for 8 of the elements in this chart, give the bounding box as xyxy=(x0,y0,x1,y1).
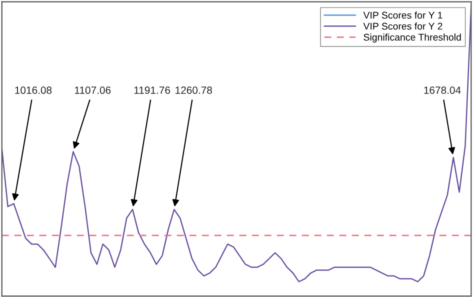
legend-label: Significance Threshold xyxy=(364,34,461,43)
annotation: 1107.06 xyxy=(74,86,111,94)
annotation: 1678.04 xyxy=(424,86,461,94)
annotation: 1191.76 xyxy=(134,86,170,94)
annotation: 1260.78 xyxy=(176,86,212,94)
annotation: 1016.08 xyxy=(15,86,52,94)
legend-label: VIP Scores for Y 2 xyxy=(363,22,442,30)
legend-label: VIP Scores for Y 1 xyxy=(363,12,442,19)
